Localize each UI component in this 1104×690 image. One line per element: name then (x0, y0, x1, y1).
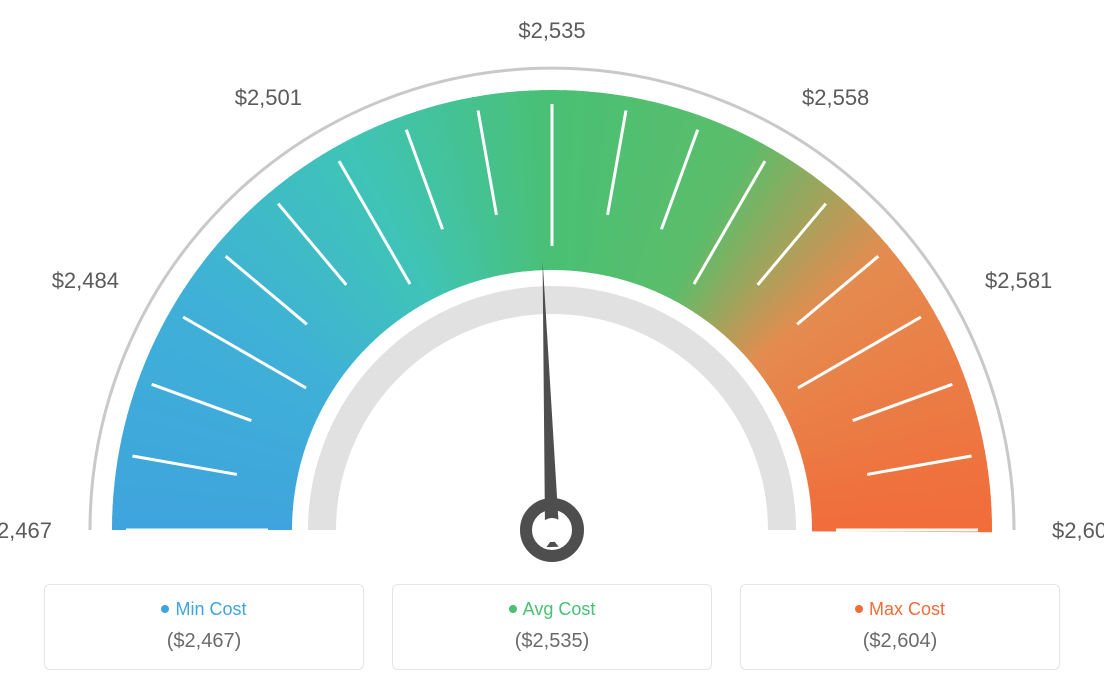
dot-icon (855, 605, 863, 613)
legend-title-text: Avg Cost (523, 599, 596, 619)
legend-title-min: Min Cost (45, 599, 363, 620)
gauge-tick-label: $2,558 (802, 85, 869, 111)
legend-card-avg: Avg Cost ($2,535) (392, 584, 712, 670)
legend-title-text: Min Cost (175, 599, 246, 619)
legend-value-min: ($2,467) (45, 630, 363, 653)
gauge-container: $2,467$2,484$2,501$2,535$2,558$2,581$2,6… (22, 10, 1082, 560)
gauge-tick-label: $2,535 (512, 18, 592, 44)
gauge-tick-label: $2,501 (222, 85, 302, 111)
legend-card-min: Min Cost ($2,467) (44, 584, 364, 670)
legend-title-avg: Avg Cost (393, 599, 711, 620)
gauge-tick-label: $2,581 (985, 268, 1052, 294)
gauge-tick-label: $2,467 (0, 518, 52, 544)
legend-value-avg: ($2,535) (393, 630, 711, 653)
legend-title-max: Max Cost (741, 599, 1059, 620)
gauge-tick-label: $2,484 (39, 268, 119, 294)
legend-card-max: Max Cost ($2,604) (740, 584, 1060, 670)
gauge-tick-label: $2,604 (1052, 518, 1104, 544)
dot-icon (161, 605, 169, 613)
legend-value-max: ($2,604) (741, 630, 1059, 653)
legend-title-text: Max Cost (869, 599, 945, 619)
legend-row: Min Cost ($2,467) Avg Cost ($2,535) Max … (44, 584, 1060, 670)
dot-icon (509, 605, 517, 613)
gauge-svg (22, 10, 1082, 570)
